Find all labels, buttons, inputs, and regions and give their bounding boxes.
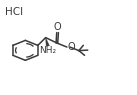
Text: O: O [54, 22, 61, 32]
Text: HCl: HCl [5, 7, 24, 17]
Polygon shape [46, 38, 49, 46]
Text: O: O [68, 42, 75, 52]
Text: NH₂: NH₂ [39, 46, 56, 55]
